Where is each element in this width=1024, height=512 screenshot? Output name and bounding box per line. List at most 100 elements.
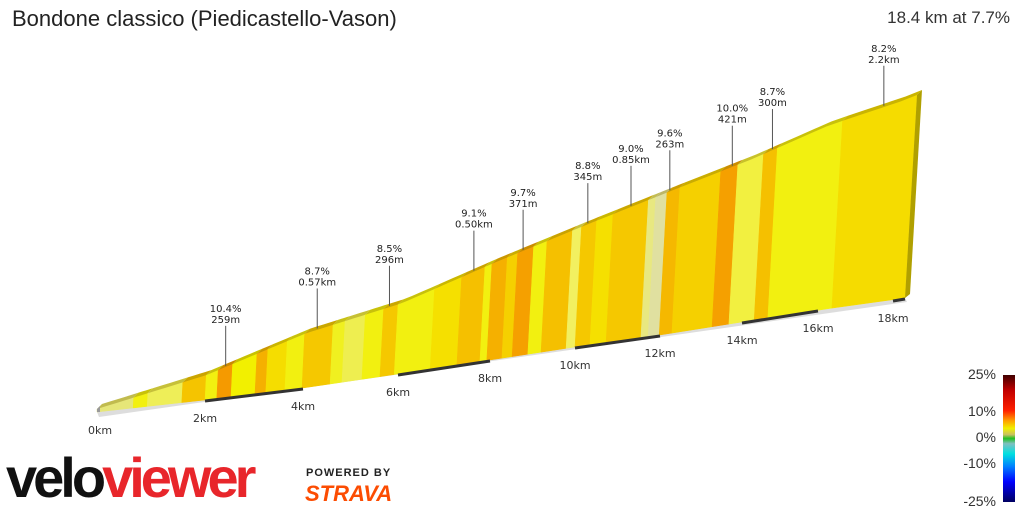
annotation-gradient: 8.5% xyxy=(377,244,402,255)
annotation-length: 300m xyxy=(758,98,787,109)
profile-top-shade xyxy=(218,359,238,371)
profile-top-face xyxy=(581,215,602,227)
profile-top-shade xyxy=(648,192,661,201)
profile-top-face xyxy=(507,248,523,258)
profile-top-face xyxy=(133,388,153,398)
profile-top-shade xyxy=(842,90,922,121)
profile-segment xyxy=(767,120,843,319)
x-tick-label: 0km xyxy=(88,424,112,437)
profile-top-shade xyxy=(581,215,602,227)
profile-segment xyxy=(540,230,573,353)
km-band xyxy=(574,334,661,350)
profile-top-shade xyxy=(507,248,523,258)
x-tick-label: 6km xyxy=(386,386,410,399)
strava-logo[interactable]: STRAVA xyxy=(305,481,393,506)
annotation-gradient: 9.7% xyxy=(510,188,535,199)
profile-top-shade xyxy=(232,348,262,365)
x-tick-label: 8km xyxy=(478,372,502,385)
profile-top-face xyxy=(720,159,743,172)
profile-top-face xyxy=(383,299,404,309)
profile-top-face xyxy=(777,115,848,148)
profile-top-face xyxy=(287,328,310,342)
climb-summary: 18.4 km at 7.7% xyxy=(887,8,1010,27)
legend-label-25: 25% xyxy=(967,366,996,382)
profile-top-face xyxy=(218,359,238,371)
profile-top-shade xyxy=(206,365,224,376)
annotation-gradient: 8.7% xyxy=(305,266,330,277)
profile-top-shade xyxy=(533,236,552,247)
profile-start-face xyxy=(97,406,100,412)
profile-top-face xyxy=(333,316,351,325)
annotation-length: 0.50km xyxy=(455,220,493,231)
annotation-gradient: 9.6% xyxy=(657,128,682,139)
page-title: Bondone classico (Piedicastello-Vason) xyxy=(12,6,397,31)
profile-top-face xyxy=(842,90,922,121)
annotation-length: 0.57km xyxy=(298,277,336,288)
profile-top-face xyxy=(97,392,139,409)
profile-top-shade xyxy=(133,388,153,398)
legend-label-10: 10% xyxy=(967,403,996,419)
profile-top-shade xyxy=(304,319,339,334)
profile-top-shade xyxy=(97,392,139,409)
profile-top-face xyxy=(491,252,513,264)
annotation-gradient: 9.0% xyxy=(618,144,643,155)
profile-top-shade xyxy=(398,283,440,305)
profile-top-shade xyxy=(147,377,188,394)
profile-segment xyxy=(429,276,462,370)
profile-top-face xyxy=(547,225,578,242)
profile-top-face xyxy=(398,283,440,305)
profile-top-face xyxy=(267,336,293,350)
profile-top-shade xyxy=(655,187,672,198)
profile-top-face xyxy=(613,195,654,215)
x-tick-label: 10km xyxy=(559,359,590,372)
profile-top-shade xyxy=(182,370,212,383)
annotation-length: 345m xyxy=(573,172,602,183)
profile-end-face xyxy=(905,90,922,298)
annotation-length: 263m xyxy=(655,139,684,150)
profile-top-face xyxy=(655,187,672,198)
profile-top-face xyxy=(572,221,587,231)
annotation-length: 421m xyxy=(718,115,747,126)
profile-top-face xyxy=(147,377,188,394)
x-tick-label: 12km xyxy=(644,347,675,360)
profile-top-face xyxy=(484,258,497,267)
profile-top-shade xyxy=(517,241,539,254)
powered-by-label: POWERED BY xyxy=(306,467,392,479)
profile-segment xyxy=(379,304,399,377)
annotation-gradient: 8.8% xyxy=(575,161,600,172)
profile-top-face xyxy=(461,261,490,278)
veloviewer-logo[interactable]: veloviewer xyxy=(6,448,256,508)
profile-top-shade xyxy=(547,225,578,242)
legend-label-minus25: -25% xyxy=(963,493,996,509)
profile-top-shade xyxy=(256,344,273,354)
km-band xyxy=(892,297,906,303)
x-tick-label: 16km xyxy=(802,322,833,335)
profile-top-face xyxy=(517,241,539,254)
profile-top-face xyxy=(256,344,273,354)
profile-top-face xyxy=(345,309,371,322)
profile-segment xyxy=(831,94,918,309)
profile-top-shade xyxy=(333,316,351,325)
legend-label-0: 0% xyxy=(975,429,996,445)
profile-top-shade xyxy=(434,272,467,289)
legend-label-minus10: -10% xyxy=(963,455,996,471)
km-band xyxy=(397,359,491,377)
annotation-gradient: 9.1% xyxy=(461,209,486,220)
x-tick-label: 14km xyxy=(726,334,757,347)
annotation-gradient: 8.2% xyxy=(871,44,896,55)
profile-top-shade xyxy=(461,261,490,278)
profile-top-shade xyxy=(596,209,619,221)
profile-top-face xyxy=(679,166,726,188)
profile-top-face xyxy=(648,192,661,201)
profile-segment xyxy=(301,324,334,389)
profile-segment xyxy=(265,340,288,393)
profile-top-shade xyxy=(287,328,310,342)
profile-top-shade xyxy=(267,336,293,350)
annotation-gradient: 8.7% xyxy=(760,87,785,98)
profile-top-shade xyxy=(679,166,726,188)
annotation-gradient: 10.4% xyxy=(210,304,242,315)
annotation-length: 296m xyxy=(375,255,404,266)
profile-top-face xyxy=(533,236,552,247)
annotation-gradient: 10.0% xyxy=(716,104,748,115)
